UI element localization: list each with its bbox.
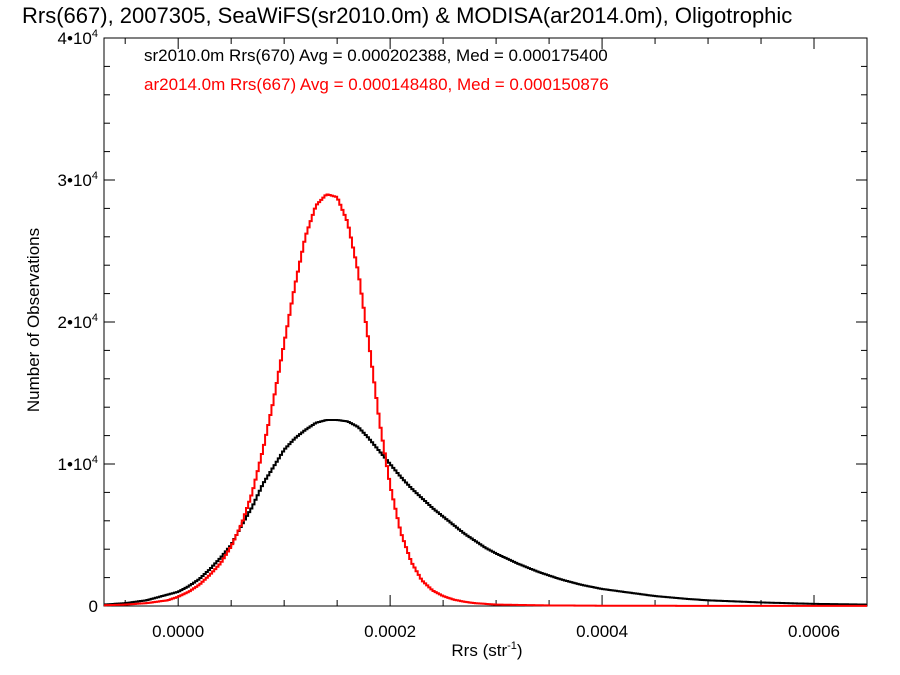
y-tick-label-base: 2•10 [58, 313, 92, 332]
y-tick-label-exponent: 4 [92, 28, 98, 40]
legend-entry-red: ar2014.0m Rrs(667) Avg = 0.000148480, Me… [144, 75, 609, 94]
y-tick-label: 0 [89, 597, 98, 616]
chart-title: Rrs(667), 2007305, SeaWiFS(sr2010.0m) & … [22, 3, 792, 28]
y-tick-label-base: 0 [89, 597, 98, 616]
legend-entry-black: sr2010.0m Rrs(670) Avg = 0.000202388, Me… [144, 46, 608, 65]
series-layer [104, 193, 867, 607]
x-tick-label: 0.0006 [788, 622, 840, 641]
plot-area-frame [103, 37, 868, 607]
x-axis-label-superscript: -1 [507, 640, 517, 652]
x-tick-label: 0.0000 [152, 622, 204, 641]
y-axis-label: Number of Observations [24, 228, 43, 412]
y-tick-label-exponent: 4 [92, 454, 98, 466]
y-tick-label-exponent: 4 [92, 312, 98, 324]
x-axis-label-close: ) [517, 641, 523, 660]
y-tick-label: 1•104 [58, 454, 98, 474]
x-tick-label: 0.0002 [364, 622, 416, 641]
series-seawifs-line [104, 418, 867, 606]
x-axis-ticks: 0.0000 0.0002 0.0004 0.0006 [124, 38, 868, 641]
y-tick-label-base: 3•10 [58, 171, 92, 190]
y-tick-label-base: 1•10 [58, 455, 92, 474]
x-axis-label-text: Rrs (str [451, 641, 507, 660]
y-tick-label: 4•104 [58, 28, 98, 48]
y-tick-label: 3•104 [58, 170, 98, 190]
x-axis-label: Rrs (str-1) [451, 640, 522, 660]
y-tick-label: 2•104 [58, 312, 98, 332]
series-modisa-line [104, 193, 867, 607]
x-tick-label: 0.0004 [576, 622, 628, 641]
y-tick-label-base: 4•10 [58, 29, 92, 48]
y-tick-label-exponent: 4 [92, 170, 98, 182]
